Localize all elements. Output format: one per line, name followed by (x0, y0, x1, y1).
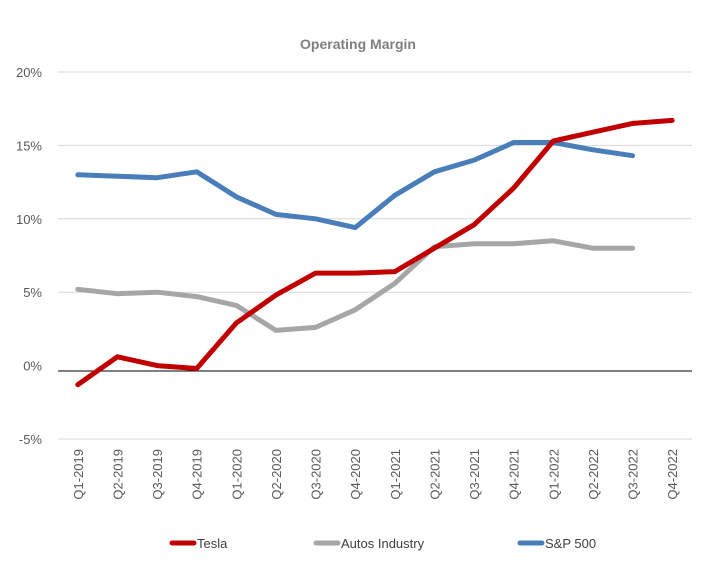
x-tick-label: Q2-2022 (586, 449, 601, 500)
x-tick-label: Q2-2021 (427, 449, 442, 500)
series-line-s-p-500 (75, 140, 636, 231)
x-tick-label: Q4-2022 (665, 449, 680, 500)
y-tick-label: 20% (16, 65, 42, 80)
x-axis-ticks: Q1-2019 Q2-2019 Q3-2019 Q4-2019 Q1-2020 Q2-20… (71, 449, 680, 500)
chart-title: Operating Margin (300, 36, 416, 52)
y-tick-label: 5% (23, 285, 42, 300)
series-lines (75, 117, 675, 388)
x-tick-label: Q2-2020 (269, 449, 284, 500)
x-tick-label: Q3-2021 (467, 449, 482, 500)
legend-label-autos-industry: Autos Industry (341, 536, 425, 551)
legend-label-s-p-500: S&P 500 (545, 536, 596, 551)
x-tick-label: Q3-2022 (626, 449, 641, 500)
legend-label-tesla: Tesla (197, 536, 228, 551)
x-tick-label: Q4-2019 (190, 449, 205, 500)
x-tick-label: Q4-2020 (348, 449, 363, 500)
x-tick-label: Q3-2020 (309, 449, 324, 500)
gridlines (58, 71, 692, 440)
x-tick-label: Q4-2021 (507, 449, 522, 500)
x-tick-label: Q1-2019 (71, 449, 86, 500)
x-tick-label: Q1-2022 (546, 449, 561, 500)
y-tick-label: -5% (19, 432, 43, 447)
x-tick-label: Q1-2020 (229, 449, 244, 500)
y-tick-label: 15% (16, 138, 42, 153)
legend: Tesla Autos Industry S&P 500 (169, 536, 596, 551)
y-tick-label: 10% (16, 212, 42, 227)
x-tick-label: Q1-2021 (388, 449, 403, 500)
series-line-autos-industry (75, 238, 636, 333)
x-tick-label: Q2-2019 (110, 449, 125, 500)
x-tick-label: Q3-2019 (150, 449, 165, 500)
series-line-tesla (75, 117, 675, 388)
y-axis-ticks: -5% 0% 5% 10% 15% 20% (16, 65, 42, 447)
y-tick-label: 0% (23, 359, 42, 374)
